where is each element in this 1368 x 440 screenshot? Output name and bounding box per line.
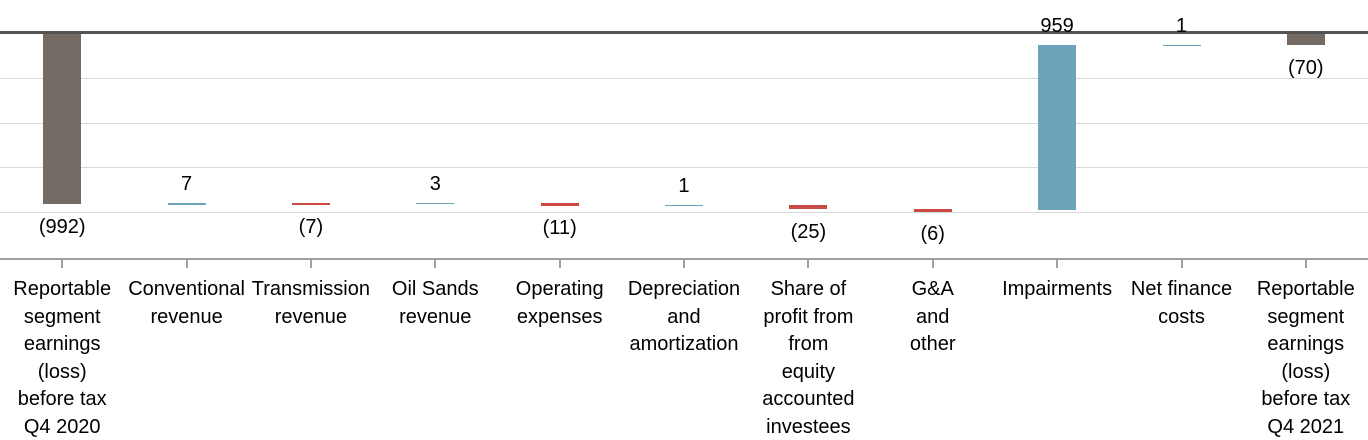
data-label: 959 bbox=[1040, 15, 1074, 38]
data-label: (70) bbox=[1288, 57, 1324, 80]
gridline bbox=[0, 167, 1368, 169]
axis-tick bbox=[61, 257, 64, 268]
data-label: 1 bbox=[1175, 15, 1188, 38]
category-label: Conventional revenue bbox=[128, 278, 245, 328]
category-label: G&A and other bbox=[909, 278, 956, 355]
axis-tick bbox=[558, 257, 561, 268]
axis-tick bbox=[931, 257, 934, 268]
category-label: Operating expenses bbox=[515, 278, 604, 328]
category-label: Depreciation and amortization bbox=[627, 278, 741, 355]
axis-tick bbox=[434, 257, 437, 268]
category-label: Impairments bbox=[1002, 278, 1113, 300]
waterfall-bar bbox=[789, 205, 828, 210]
category-label: Net finance costs bbox=[1130, 278, 1233, 328]
category-label: Transmission revenue bbox=[251, 278, 370, 328]
zero-axis-line bbox=[0, 31, 1368, 34]
axis-tick bbox=[185, 257, 188, 268]
category-label: Reportable segment earnings (loss) befor… bbox=[13, 278, 112, 438]
waterfall-bar bbox=[1286, 33, 1325, 46]
axis-tick bbox=[807, 257, 810, 268]
category-label: Oil Sands revenue bbox=[391, 278, 479, 328]
category-axis-line bbox=[0, 257, 1368, 260]
data-label: (25) bbox=[790, 221, 827, 244]
data-label: 3 bbox=[429, 173, 441, 196]
category-label: Reportable segment earnings (loss) befor… bbox=[1256, 278, 1355, 438]
data-label: (6) bbox=[920, 222, 945, 245]
axis-tick bbox=[1304, 257, 1307, 268]
data-label: 7 bbox=[181, 172, 193, 195]
axis-tick bbox=[1056, 257, 1059, 268]
data-label: 1 bbox=[678, 175, 690, 198]
category-label: Share of profit from from equity account… bbox=[762, 278, 855, 438]
gridline bbox=[0, 212, 1368, 214]
gridline bbox=[0, 122, 1368, 124]
data-label: (11) bbox=[542, 217, 577, 240]
axis-tick bbox=[683, 257, 685, 268]
waterfall-bar bbox=[167, 202, 206, 206]
axis-tick bbox=[1180, 257, 1183, 268]
waterfall-bar bbox=[416, 203, 455, 204]
waterfall-bar bbox=[43, 33, 82, 204]
data-label: (992) bbox=[38, 215, 86, 238]
axis-tick bbox=[309, 257, 312, 268]
data-label: (7) bbox=[298, 215, 324, 238]
waterfall-bar bbox=[540, 203, 579, 206]
gridline bbox=[0, 77, 1368, 79]
waterfall-bar bbox=[291, 202, 330, 206]
waterfall-bar bbox=[1038, 45, 1077, 211]
waterfall-bar bbox=[913, 209, 952, 212]
